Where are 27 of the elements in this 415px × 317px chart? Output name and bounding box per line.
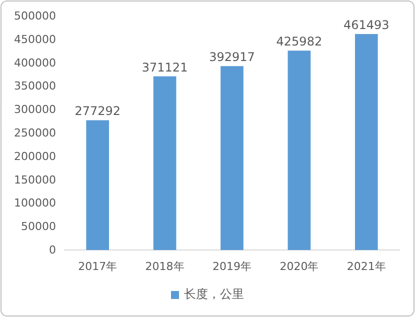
y-tick-label: 150000: [14, 173, 56, 186]
y-tick-label: 100000: [14, 196, 56, 210]
bar: [220, 66, 244, 250]
y-tick-label: 500000: [14, 10, 56, 23]
x-tick-label: 2018年: [145, 260, 184, 273]
x-tick-label: 2021年: [346, 260, 386, 273]
data-label: 425982: [276, 34, 322, 49]
bar: [153, 76, 176, 250]
bar: [354, 34, 378, 250]
y-tick-label: 0: [49, 244, 56, 257]
x-tick-label: 2017年: [78, 260, 118, 273]
bar: [288, 50, 311, 250]
y-tick-label: 400000: [14, 56, 56, 70]
y-tick-label: 350000: [14, 80, 56, 93]
data-label: 392917: [209, 50, 255, 64]
y-tick-label: 50000: [21, 220, 56, 234]
data-label: 461493: [343, 18, 390, 32]
y-tick-label: 200000: [14, 150, 56, 163]
x-tick-label: 2020年: [280, 260, 319, 273]
x-tick-label: 2019年: [212, 260, 252, 273]
data-label: 277292: [74, 104, 121, 118]
bar: [86, 120, 110, 250]
y-tick-label: 300000: [14, 103, 56, 116]
y-tick-label: 450000: [14, 32, 56, 46]
y-tick-label: 250000: [14, 126, 56, 140]
data-label: 371121: [142, 60, 188, 74]
legend-label: 长度，公里: [184, 287, 244, 301]
